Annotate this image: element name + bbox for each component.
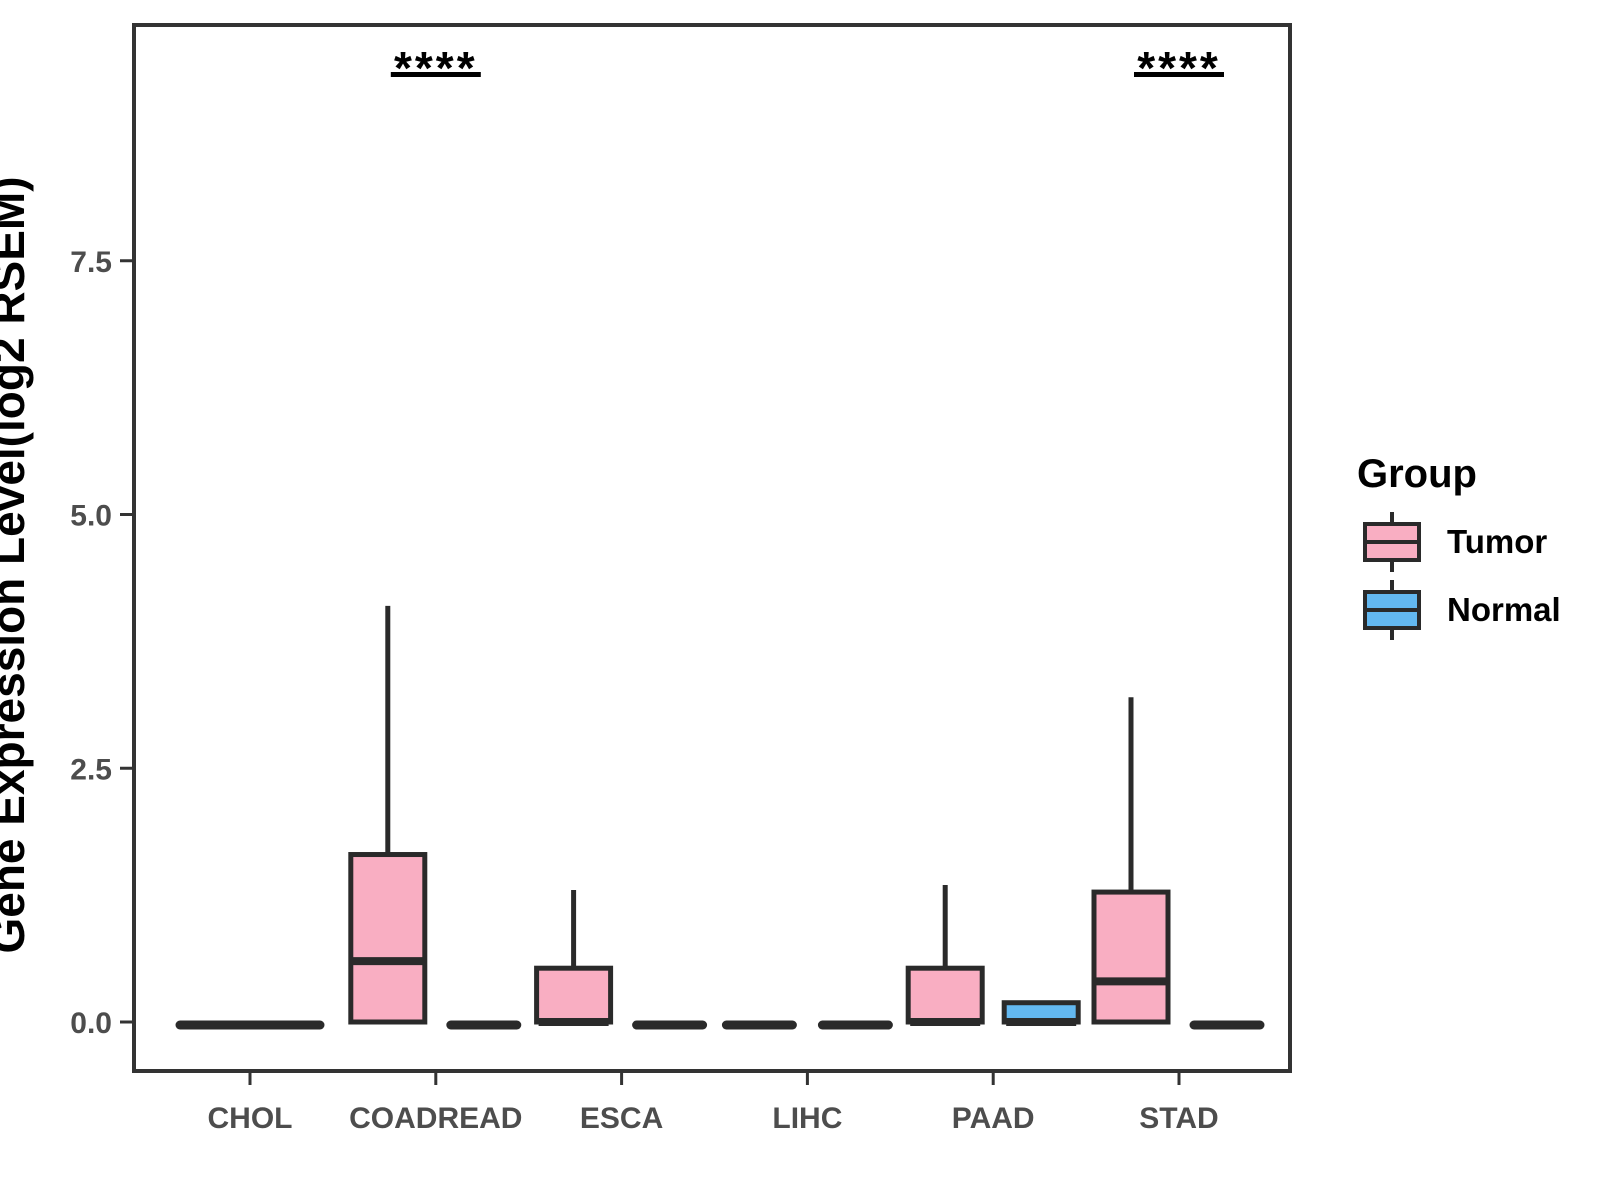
box-tumor-COADREAD — [348, 852, 428, 1025]
plot-area: 0.0 2.5 5.0 7.5 CHOL COADREAD ESCA LIHC PAAD STAD… — [70, 23, 1292, 1135]
x-tick-label: LIHC — [772, 1102, 842, 1135]
y-tick-label: 5.0 — [70, 500, 112, 533]
y-axis-title: Gene Expression Level(log2 RSEM) — [0, 176, 34, 953]
legend-keys — [1363, 512, 1421, 640]
significance-bar-coadread — [390, 72, 481, 77]
significance-bar-stad — [1134, 72, 1224, 77]
y-tick-label: 0.0 — [70, 1007, 112, 1040]
legend: Group Tumor Normal — [1357, 452, 1561, 640]
significance-stars-coadread: **** — [394, 42, 478, 94]
legend-title: Group — [1357, 452, 1477, 496]
box-tumor-STAD — [1091, 889, 1171, 1025]
legend-label-normal: Normal — [1447, 591, 1561, 628]
panel-border — [132, 23, 1292, 1073]
x-tick-label: ESCA — [580, 1102, 663, 1135]
x-tick-label: COADREAD — [349, 1102, 522, 1135]
y-tick-label: 7.5 — [70, 246, 112, 279]
x-tick-label: PAAD — [952, 1102, 1035, 1135]
x-tick-label: CHOL — [208, 1102, 293, 1135]
box-tumor-PAAD — [905, 965, 985, 1025]
legend-label-tumor: Tumor — [1447, 523, 1547, 560]
x-tick-label: STAD — [1139, 1102, 1218, 1135]
significance-stars-stad: **** — [1137, 42, 1221, 94]
box-tumor-ESCA — [534, 965, 614, 1025]
y-tick-label: 2.5 — [70, 753, 112, 786]
